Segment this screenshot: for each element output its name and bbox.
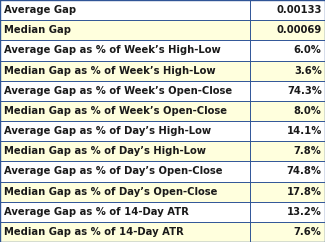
Bar	[250, 20, 325, 40]
Bar	[250, 0, 325, 20]
Bar	[250, 141, 325, 161]
Text: 7.6%: 7.6%	[294, 227, 322, 237]
Text: Average Gap: Average Gap	[4, 5, 76, 15]
Bar	[250, 101, 325, 121]
Text: Average Gap as % of Week’s High-Low: Average Gap as % of Week’s High-Low	[4, 45, 221, 55]
Text: Median Gap as % of 14-Day ATR: Median Gap as % of 14-Day ATR	[4, 227, 184, 237]
Text: 17.8%: 17.8%	[287, 187, 322, 197]
Text: 74.8%: 74.8%	[287, 166, 322, 176]
Bar	[250, 60, 325, 81]
Bar	[250, 202, 325, 222]
Text: Median Gap: Median Gap	[4, 25, 71, 35]
Bar	[250, 81, 325, 101]
Text: Average Gap as % of Day’s High-Low: Average Gap as % of Day’s High-Low	[4, 126, 211, 136]
Text: Average Gap as % of Week’s Open-Close: Average Gap as % of Week’s Open-Close	[4, 86, 232, 96]
Bar	[0, 60, 250, 81]
Bar	[0, 121, 250, 141]
Text: 14.1%: 14.1%	[286, 126, 322, 136]
Bar	[0, 202, 250, 222]
Text: 7.8%: 7.8%	[294, 146, 322, 156]
Bar	[0, 101, 250, 121]
Text: Median Gap as % of Day’s Open-Close: Median Gap as % of Day’s Open-Close	[4, 187, 217, 197]
Text: 8.0%: 8.0%	[294, 106, 322, 116]
Text: Median Gap as % of Day’s High-Low: Median Gap as % of Day’s High-Low	[4, 146, 206, 156]
Bar	[0, 81, 250, 101]
Bar	[250, 121, 325, 141]
Text: Median Gap as % of Week’s Open-Close: Median Gap as % of Week’s Open-Close	[4, 106, 227, 116]
Text: Average Gap as % of 14-Day ATR: Average Gap as % of 14-Day ATR	[4, 207, 189, 217]
Text: 74.3%: 74.3%	[287, 86, 322, 96]
Bar	[0, 161, 250, 182]
Bar	[0, 222, 250, 242]
Bar	[250, 182, 325, 202]
Bar	[250, 222, 325, 242]
Text: 13.2%: 13.2%	[287, 207, 322, 217]
Bar	[250, 161, 325, 182]
Bar	[0, 0, 250, 20]
Text: Average Gap as % of Day’s Open-Close: Average Gap as % of Day’s Open-Close	[4, 166, 222, 176]
Text: 3.6%: 3.6%	[294, 66, 322, 76]
Bar	[0, 20, 250, 40]
Bar	[0, 182, 250, 202]
Bar	[250, 40, 325, 60]
Bar	[0, 40, 250, 60]
Text: Median Gap as % of Week’s High-Low: Median Gap as % of Week’s High-Low	[4, 66, 215, 76]
Text: 0.00133: 0.00133	[276, 5, 322, 15]
Bar	[0, 141, 250, 161]
Text: 6.0%: 6.0%	[294, 45, 322, 55]
Text: 0.00069: 0.00069	[277, 25, 322, 35]
